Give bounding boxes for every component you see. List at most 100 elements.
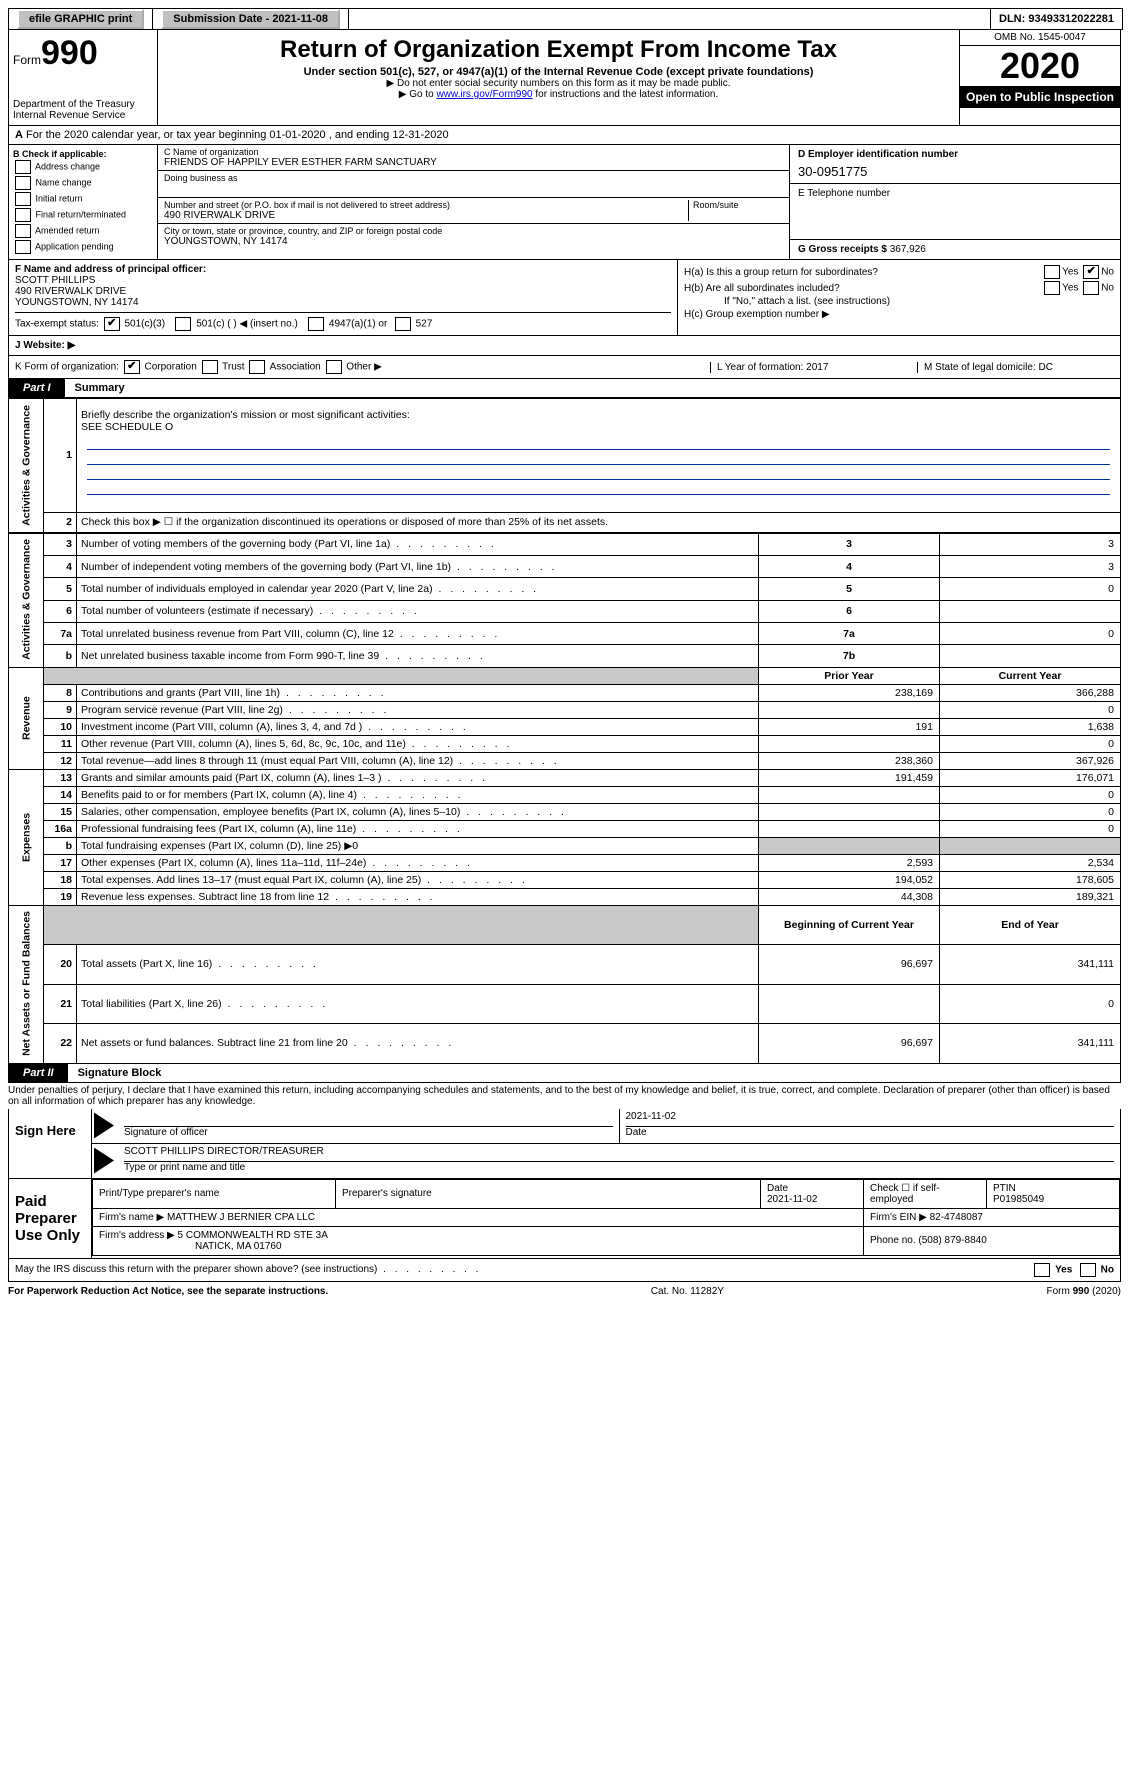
hb-no-checkbox[interactable] (1083, 281, 1099, 295)
ptin-label: PTIN (993, 1183, 1016, 1194)
sign-here-label: Sign Here (9, 1109, 92, 1178)
firm-addr-label: Firm's address ▶ (99, 1230, 175, 1241)
firm-addr2: NATICK, MA 01760 (99, 1241, 282, 1252)
initial-return-checkbox[interactable] (15, 192, 31, 206)
prep-date-val: 2021-11-02 (767, 1194, 817, 1205)
form-title: Return of Organization Exempt From Incom… (166, 36, 951, 64)
app-pending-checkbox[interactable] (15, 240, 31, 254)
amended-return-checkbox[interactable] (15, 224, 31, 238)
efile-graphic-print-button[interactable]: efile GRAPHIC print (17, 9, 144, 29)
signature-of-officer-label: Signature of officer (124, 1127, 613, 1138)
penalty-statement: Under penalties of perjury, I declare th… (8, 1083, 1121, 1109)
city-label: City or town, state or province, country… (164, 226, 783, 236)
officer-name: SCOTT PHILLIPS (15, 275, 671, 286)
ein-value: 30-0951775 (798, 160, 1112, 179)
sign-date-value: 2021-11-02 (626, 1111, 1115, 1127)
other-checkbox[interactable] (326, 360, 342, 374)
hb-ifno: If "No," attach a list. (see instruction… (684, 296, 1114, 307)
discuss-row: May the IRS discuss this return with the… (8, 1259, 1121, 1282)
4947a1-checkbox[interactable] (308, 317, 324, 331)
firm-phone: (508) 879-8840 (918, 1235, 986, 1246)
officer-group-block: F Name and address of principal officer:… (8, 260, 1121, 336)
gross-receipts-value: 367,926 (890, 244, 926, 255)
phone-label: E Telephone number (798, 188, 1112, 199)
footer-left: For Paperwork Reduction Act Notice, see … (8, 1286, 328, 1297)
org-name: FRIENDS OF HAPPILY EVER ESTHER FARM SANC… (164, 157, 783, 168)
prep-self-emp: Check ☐ if self-employed (864, 1179, 987, 1208)
form-subtitle: Under section 501(c), 527, or 4947(a)(1)… (166, 66, 951, 78)
open-to-public: Open to Public Inspection (960, 86, 1120, 108)
firm-ein: 82-4748087 (930, 1212, 983, 1223)
tax-exempt-label: Tax-exempt status: (15, 319, 99, 330)
527-checkbox[interactable] (395, 317, 411, 331)
trust-checkbox[interactable] (202, 360, 218, 374)
top-bar: efile GRAPHIC print Submission Date - 20… (8, 8, 1123, 30)
hb-yes-checkbox[interactable] (1044, 281, 1060, 295)
dba-label: Doing business as (158, 171, 789, 198)
footer-mid: Cat. No. 11282Y (651, 1286, 724, 1297)
discuss-no-checkbox[interactable] (1080, 1263, 1096, 1277)
officer-label: F Name and address of principal officer: (15, 264, 206, 275)
assoc-checkbox[interactable] (249, 360, 265, 374)
officer-addr: 490 RIVERWALK DRIVE (15, 286, 671, 297)
firm-name: MATTHEW J BERNIER CPA LLC (167, 1212, 315, 1223)
city-state-zip: YOUNGSTOWN, NY 14174 (164, 236, 783, 247)
org-name-label: C Name of organization (164, 147, 783, 157)
prep-sig-hdr: Preparer's signature (336, 1179, 761, 1208)
irs-form990-link[interactable]: www.irs.gov/Form990 (436, 89, 532, 100)
omb-number: OMB No. 1545-0047 (960, 30, 1120, 46)
line2-text: Check this box ▶ ☐ if the organization d… (77, 512, 1121, 532)
ha-no-checkbox[interactable]: ✔ (1083, 265, 1099, 279)
discuss-yes-checkbox[interactable] (1034, 1263, 1050, 1277)
form-word: Form (13, 53, 41, 67)
side-governance: Activities & Governance (9, 399, 44, 533)
final-return-checkbox[interactable] (15, 208, 31, 222)
firm-ein-label: Firm's EIN ▶ (870, 1212, 927, 1223)
hc-label: H(c) Group exemption number ▶ (684, 307, 1114, 320)
part-ii-header: Part II Signature Block (8, 1064, 1121, 1083)
ptin-value: P01985049 (993, 1194, 1044, 1205)
firm-phone-label: Phone no. (870, 1235, 916, 1246)
line-a-tax-year: A For the 2020 calendar year, or tax yea… (8, 126, 1121, 145)
501c3-checkbox[interactable]: ✔ (104, 317, 120, 331)
footer-right: Form 990 (2020) (1047, 1286, 1121, 1297)
part-i-header: Part I Summary (8, 379, 1121, 398)
gross-receipts-label: G Gross receipts $ (798, 244, 887, 255)
corp-checkbox[interactable]: ✔ (124, 360, 140, 374)
officer-city: YOUNGSTOWN, NY 14174 (15, 297, 671, 308)
ein-label: D Employer identification number (798, 149, 958, 160)
form-header: Form990 Department of the Treasury Inter… (8, 30, 1121, 126)
room-suite-label: Room/suite (688, 200, 783, 221)
501c-checkbox[interactable] (175, 317, 191, 331)
sign-date-label: Date (626, 1127, 1115, 1138)
line1-value: SEE SCHEDULE O (81, 421, 1116, 433)
typed-name-value: SCOTT PHILLIPS DIRECTOR/TREASURER (124, 1146, 1114, 1162)
org-info-block: B Check if applicable: Address change Na… (8, 145, 1121, 260)
addr-label: Number and street (or P.O. box if mail i… (164, 200, 688, 210)
website-row: J Website: ▶ (8, 336, 1121, 356)
typed-name-label: Type or print name and title (124, 1162, 1114, 1173)
sign-arrow-icon (94, 1113, 114, 1139)
street-address: 490 RIVERWALK DRIVE (164, 210, 688, 221)
addr-change-checkbox[interactable] (15, 160, 31, 174)
firm-addr1: 5 COMMONWEALTH RD STE 3A (178, 1230, 328, 1241)
dept-treasury: Department of the Treasury (13, 99, 153, 110)
form-of-org-label: K Form of organization: (15, 362, 119, 373)
goto-note: ▶ Go to www.irs.gov/Form990 for instruct… (166, 89, 951, 100)
ha-yes-checkbox[interactable] (1044, 265, 1060, 279)
sign-arrow-icon (94, 1148, 114, 1174)
klm-row: K Form of organization: ✔ Corporation Tr… (8, 356, 1121, 379)
sign-here-block: Sign Here Signature of officer 2021-11-0… (8, 1109, 1121, 1179)
ssn-note: ▶ Do not enter social security numbers o… (166, 78, 951, 89)
year-formation: L Year of formation: 2017 (710, 362, 907, 373)
state-domicile: M State of legal domicile: DC (917, 362, 1114, 373)
name-change-checkbox[interactable] (15, 176, 31, 190)
dln: DLN: 93493312022281 (991, 9, 1122, 29)
paid-preparer-block: Paid Preparer Use Only Print/Type prepar… (8, 1179, 1121, 1259)
prep-date-hdr: Date (767, 1183, 788, 1194)
summary-numeric-table: Activities & Governance3Number of voting… (8, 533, 1121, 1064)
tax-year: 2020 (960, 46, 1120, 86)
firm-name-label: Firm's name ▶ (99, 1212, 164, 1223)
submission-date-button[interactable]: Submission Date - 2021-11-08 (161, 9, 340, 29)
paid-prep-label: Paid Preparer Use Only (9, 1179, 92, 1258)
